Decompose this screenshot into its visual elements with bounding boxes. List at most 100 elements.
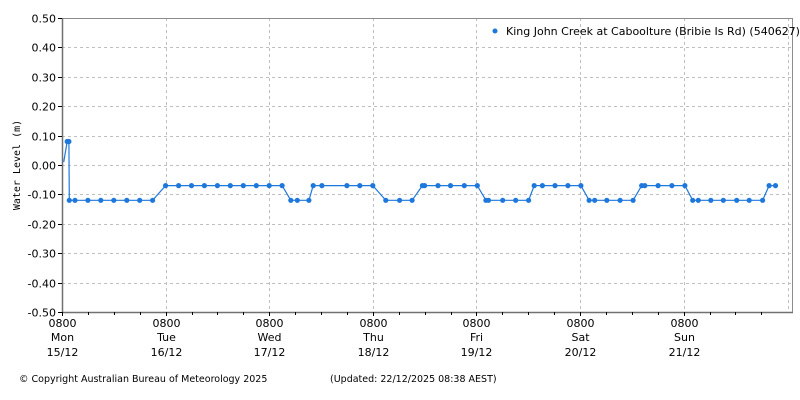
- x-tick-day: Tue: [156, 331, 176, 344]
- y-tick-label: -0.40: [28, 278, 56, 291]
- data-point: [214, 183, 220, 189]
- data-point: [734, 197, 740, 203]
- data-point: [592, 197, 598, 203]
- y-tick-label: 0.50: [32, 13, 57, 26]
- y-tick-label: 0.30: [32, 72, 57, 85]
- y-tick-label: 0.40: [32, 42, 57, 55]
- data-point: [630, 197, 636, 203]
- x-tick-time: 0800: [153, 317, 181, 330]
- data-point: [447, 183, 454, 189]
- data-point: [188, 183, 195, 189]
- x-tick-time: 0800: [567, 317, 595, 330]
- data-point: [500, 197, 506, 203]
- data-point: [111, 197, 117, 203]
- x-tick-day: Sat: [571, 331, 590, 344]
- data-point: [370, 183, 376, 189]
- y-tick-label: 0.20: [32, 101, 57, 114]
- data-point: [708, 197, 714, 203]
- data-point: [772, 183, 779, 189]
- data-point: [435, 183, 441, 189]
- data-point: [766, 183, 772, 189]
- data-point: [124, 197, 130, 203]
- data-point: [85, 197, 91, 203]
- data-point: [288, 197, 294, 203]
- data-point: [150, 197, 156, 203]
- data-point: [586, 197, 592, 203]
- data-point: [422, 183, 428, 189]
- copyright-text: © Copyright Australian Bureau of Meteoro…: [19, 374, 268, 385]
- data-point: [669, 183, 675, 189]
- data-point: [137, 197, 143, 203]
- updated-timestamp: (Updated: 22/12/2025 08:38 AEST): [330, 374, 497, 385]
- y-tick-label: -0.50: [28, 307, 56, 320]
- data-point: [319, 183, 325, 189]
- x-tick-date: 21/12: [669, 346, 701, 359]
- data-point: [72, 197, 78, 203]
- data-point: [617, 197, 623, 203]
- data-point: [306, 197, 312, 203]
- x-tick-time: 0800: [256, 317, 284, 330]
- data-point: [485, 197, 492, 203]
- data-point: [201, 183, 207, 189]
- data-point: [383, 197, 389, 203]
- data-point: [690, 197, 696, 203]
- data-point: [695, 197, 701, 203]
- y-axis: 0.50 0.40 0.30 0.20 0.10 0.00 -0.10 -0.20 -0.30 -…: [28, 13, 62, 320]
- plot-frame: [61, 18, 793, 314]
- data-point: [66, 138, 72, 145]
- x-tick-date: 17/12: [254, 346, 286, 359]
- x-tick-time: 0800: [671, 317, 699, 330]
- y-tick-label: 0.10: [32, 131, 57, 144]
- data-series: [63, 138, 779, 203]
- data-point: [552, 183, 558, 189]
- data-point: [531, 183, 537, 189]
- data-point: [474, 183, 480, 189]
- x-tick-day: Mon: [51, 331, 74, 344]
- data-point: [253, 183, 259, 189]
- x-tick-date: 20/12: [565, 346, 597, 359]
- data-point: [409, 197, 415, 203]
- data-point: [66, 197, 72, 203]
- y-tick-label: -0.20: [28, 219, 56, 232]
- data-point: [682, 183, 688, 189]
- x-tick-date: 18/12: [358, 346, 390, 359]
- x-tick-date: 15/12: [47, 346, 79, 359]
- x-tick-time: 0800: [463, 317, 491, 330]
- data-point: [526, 197, 532, 203]
- data-point: [760, 197, 766, 203]
- x-tick-date: 19/12: [461, 346, 493, 359]
- y-tick-label: -0.10: [28, 189, 56, 202]
- x-tick-day: Wed: [258, 331, 282, 344]
- data-point: [578, 183, 584, 189]
- data-point: [565, 183, 571, 189]
- x-tick-day: Thu: [362, 331, 384, 344]
- data-point: [642, 183, 648, 189]
- data-point: [98, 197, 104, 203]
- data-point: [240, 183, 246, 189]
- data-point: [176, 183, 182, 189]
- data-point: [746, 197, 752, 203]
- y-axis-label: Water Level (m): [12, 120, 23, 210]
- x-tick-date: 16/12: [151, 346, 183, 359]
- data-point: [513, 197, 519, 203]
- grid-lines: [62, 18, 792, 312]
- series-line: [63, 140, 776, 201]
- x-tick-time: 0800: [49, 317, 77, 330]
- data-point: [397, 197, 403, 203]
- y-tick-label: 0.00: [32, 160, 57, 173]
- data-point: [279, 183, 285, 189]
- data-point: [539, 183, 546, 189]
- data-point: [344, 183, 350, 189]
- legend-label: King John Creek at Caboolture (Bribie Is…: [506, 25, 800, 38]
- data-point: [357, 183, 363, 189]
- data-point: [720, 197, 726, 203]
- x-tick-time: 0800: [360, 317, 388, 330]
- y-tick-label: -0.30: [28, 248, 56, 261]
- x-tick-day: Sun: [674, 331, 695, 344]
- legend-marker-icon: [492, 28, 498, 34]
- data-point: [655, 183, 661, 189]
- data-point: [266, 183, 272, 189]
- data-point: [604, 197, 610, 203]
- data-point: [461, 183, 467, 189]
